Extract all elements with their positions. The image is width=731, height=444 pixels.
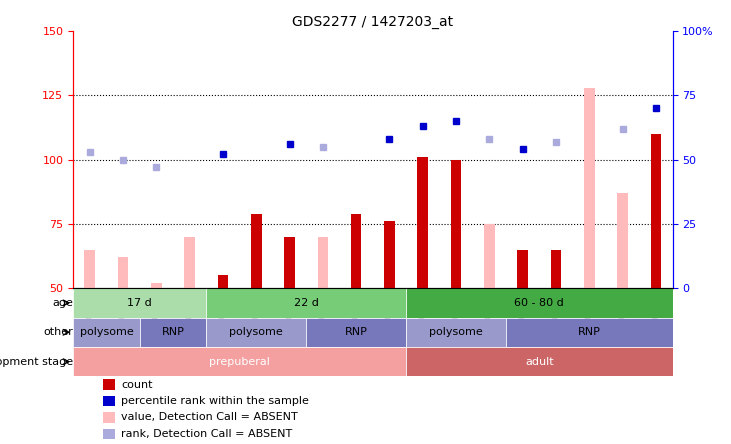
Text: 60 - 80 d: 60 - 80 d: [515, 298, 564, 308]
Bar: [103, 379, 115, 390]
Bar: [550, 250, 561, 288]
Text: prepuberal: prepuberal: [209, 357, 270, 367]
Bar: [451, 160, 461, 288]
Bar: [151, 283, 162, 288]
Bar: [103, 412, 115, 423]
Text: RNP: RNP: [577, 327, 601, 337]
FancyBboxPatch shape: [73, 288, 206, 317]
Text: rank, Detection Call = ABSENT: rank, Detection Call = ABSENT: [121, 429, 292, 439]
Bar: [251, 214, 262, 288]
Text: polysome: polysome: [80, 327, 133, 337]
Text: RNP: RNP: [345, 327, 368, 337]
FancyBboxPatch shape: [206, 288, 406, 317]
FancyBboxPatch shape: [73, 347, 406, 377]
FancyBboxPatch shape: [506, 317, 673, 347]
Text: count: count: [121, 380, 153, 389]
Bar: [584, 87, 594, 288]
Title: GDS2277 / 1427203_at: GDS2277 / 1427203_at: [292, 15, 453, 29]
Text: age: age: [52, 298, 73, 308]
Bar: [484, 224, 495, 288]
Bar: [317, 237, 328, 288]
Bar: [518, 250, 528, 288]
FancyBboxPatch shape: [306, 317, 406, 347]
Bar: [84, 250, 95, 288]
FancyBboxPatch shape: [406, 347, 673, 377]
Bar: [118, 258, 129, 288]
Bar: [617, 193, 628, 288]
FancyBboxPatch shape: [406, 288, 673, 317]
FancyBboxPatch shape: [206, 317, 306, 347]
Bar: [103, 428, 115, 439]
Bar: [384, 222, 395, 288]
Text: value, Detection Call = ABSENT: value, Detection Call = ABSENT: [121, 412, 298, 423]
FancyBboxPatch shape: [140, 317, 206, 347]
Bar: [218, 275, 228, 288]
Bar: [651, 134, 662, 288]
Bar: [351, 214, 362, 288]
Text: 22 d: 22 d: [294, 298, 319, 308]
Text: other: other: [43, 327, 73, 337]
Text: polysome: polysome: [429, 327, 483, 337]
Text: 17 d: 17 d: [127, 298, 152, 308]
Text: polysome: polysome: [230, 327, 283, 337]
Bar: [184, 237, 195, 288]
FancyBboxPatch shape: [406, 317, 506, 347]
Text: percentile rank within the sample: percentile rank within the sample: [121, 396, 309, 406]
FancyBboxPatch shape: [73, 317, 140, 347]
Bar: [103, 396, 115, 406]
Text: RNP: RNP: [162, 327, 184, 337]
Text: adult: adult: [525, 357, 553, 367]
Bar: [284, 237, 295, 288]
Text: development stage: development stage: [0, 357, 73, 367]
Bar: [417, 157, 428, 288]
